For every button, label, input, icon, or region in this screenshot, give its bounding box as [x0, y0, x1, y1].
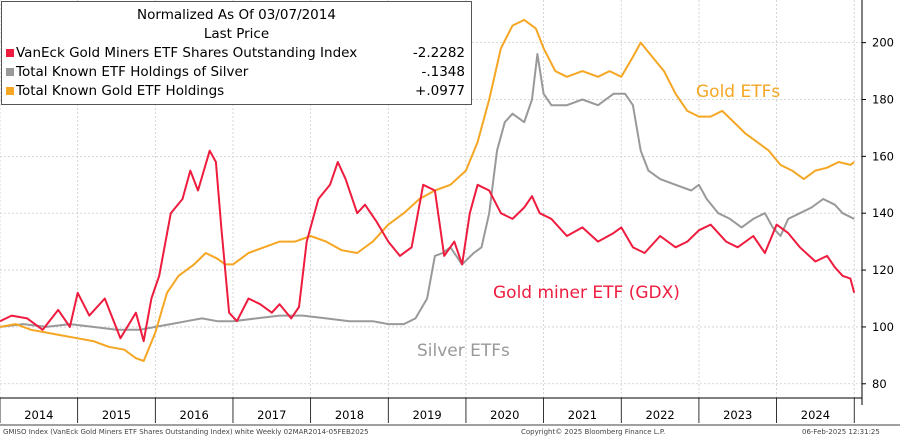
x-tick-label: 2014	[24, 408, 53, 422]
legend-value: -2.2282	[412, 45, 465, 61]
series-lines	[0, 18, 856, 362]
footer-copyright: Copyright© 2025 Bloomberg Finance L.P.	[521, 428, 666, 436]
legend-label: Total Known ETF Holdings of Silver	[16, 64, 249, 80]
y-tick-label: 200	[872, 36, 894, 50]
legend-entry-silver: Total Known ETF Holdings of Silver -.134…	[2, 63, 471, 82]
y-tick-label: 160	[872, 149, 894, 163]
y-tick-label: 180	[872, 93, 894, 107]
x-tick-label: 2016	[180, 408, 209, 422]
x-tick-label: 2021	[568, 408, 597, 422]
legend-entry-gold: Total Known Gold ETF Holdings +.0977	[2, 82, 471, 101]
chart-subtitle: Last Price	[203, 26, 270, 42]
chart-title: Normalized As Of 03/07/2014	[137, 7, 336, 23]
y-tick-label: 140	[872, 206, 894, 220]
y-tick-label: 100	[872, 320, 894, 334]
annotation-silver-etfs: Silver ETFs	[417, 341, 510, 361]
x-tick-label: 2020	[490, 408, 519, 422]
axes	[0, 0, 900, 426]
x-tick-label: 2024	[801, 408, 830, 422]
legend-entry-gold-miners: VanEck Gold Miners ETF Shares Outstandin…	[2, 44, 471, 63]
y-axis-ticks: 80 100 120 140 160 180 200	[862, 36, 894, 391]
x-tick-label: 2023	[723, 408, 752, 422]
legend-swatch-red	[6, 49, 14, 57]
legend-label: VanEck Gold Miners ETF Shares Outstandin…	[16, 45, 358, 61]
series-annotations: Gold ETFs Gold miner ETF (GDX) Silver ET…	[417, 82, 780, 361]
legend-label: Total Known Gold ETF Holdings	[16, 83, 225, 99]
legend-swatch-orange	[6, 87, 14, 95]
y-tick-label: 80	[872, 377, 887, 391]
series-line	[0, 18, 855, 362]
y-tick-label: 120	[872, 263, 894, 277]
footer-source: GMISO Index (VanEck Gold Miners ETF Shar…	[3, 428, 369, 436]
legend-swatch-gray	[6, 68, 14, 76]
x-tick-label: 2018	[335, 408, 364, 422]
x-tick-label: 2017	[257, 408, 286, 422]
series-line	[0, 53, 855, 331]
x-tick-label: 2022	[645, 408, 674, 422]
x-tick-label: 2019	[412, 408, 441, 422]
legend: Normalized As Of 03/07/2014 Last Price V…	[1, 1, 472, 105]
annotation-gold-etfs: Gold ETFs	[696, 82, 780, 102]
legend-value: +.0977	[415, 83, 465, 99]
series-line	[0, 149, 856, 343]
annotation-gold-miner-etf: Gold miner ETF (GDX)	[493, 283, 680, 303]
footer-timestamp: 06-Feb-2025 12:31:25	[802, 428, 880, 436]
x-axis-ticks: 2014 2015 2016 2017 2018 2019 2020 2021 2022 2023…	[0, 398, 855, 423]
x-tick-label: 2015	[102, 408, 131, 422]
legend-value: -.1348	[421, 64, 465, 80]
